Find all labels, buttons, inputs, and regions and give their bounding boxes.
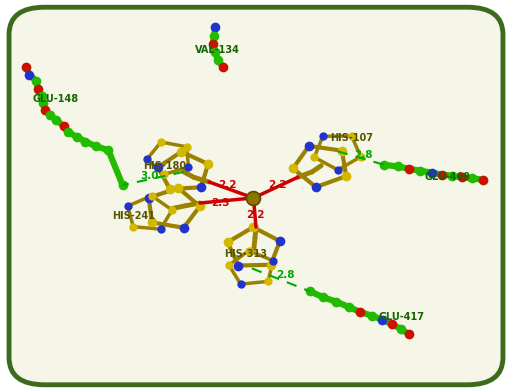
Text: 2.2: 2.2 xyxy=(268,180,287,191)
Text: GLU-417: GLU-417 xyxy=(378,312,424,323)
Text: HIS-180: HIS-180 xyxy=(143,161,186,171)
FancyBboxPatch shape xyxy=(9,7,503,385)
Text: 2.8: 2.8 xyxy=(354,150,372,160)
Text: 2.2: 2.2 xyxy=(246,210,264,220)
Text: 2.2: 2.2 xyxy=(218,180,237,190)
Text: GLU-469: GLU-469 xyxy=(424,172,470,182)
Text: HIS-313: HIS-313 xyxy=(224,249,267,260)
Text: 3.0: 3.0 xyxy=(140,171,158,181)
Text: VAL-134: VAL-134 xyxy=(195,45,240,55)
Text: 2.8: 2.8 xyxy=(276,270,295,280)
Text: HIS-241: HIS-241 xyxy=(113,211,156,221)
Text: 2.3: 2.3 xyxy=(211,198,229,208)
Text: GLU-148: GLU-148 xyxy=(33,94,79,105)
Text: HIS-107: HIS-107 xyxy=(330,133,373,143)
